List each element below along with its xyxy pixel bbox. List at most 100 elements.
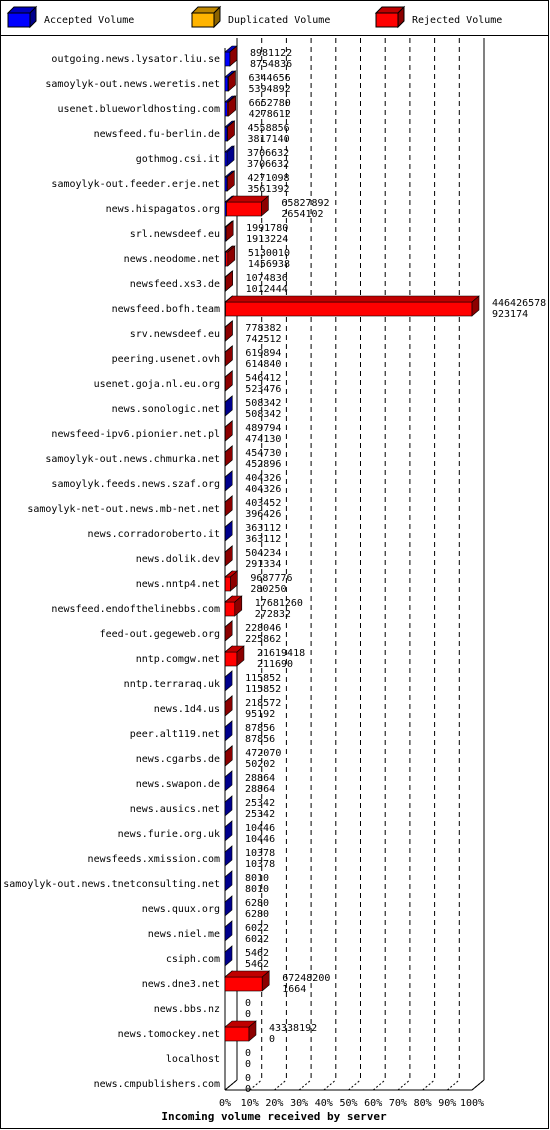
value-label: 28864 (245, 784, 275, 795)
y-tick-label: usenet.goja.nl.eu.org (94, 379, 220, 390)
value-label: 546412 (245, 373, 281, 384)
value-label: 396426 (245, 509, 281, 520)
legend-label: Accepted Volume (44, 15, 134, 26)
bar-accepted-face (224, 101, 228, 117)
bar-rejected-face (224, 651, 238, 667)
bar-rejected (224, 370, 234, 392)
bar-accepted-face (224, 920, 233, 942)
y-tick-label: feed-out.gegeweb.org (100, 629, 220, 640)
y-tick-label: srv.newsdeef.eu (130, 329, 220, 340)
y-tick-label: newsfeed.endofthelinebbs.com (51, 604, 220, 615)
x-axis-title: Incoming volume received by server (161, 1110, 387, 1123)
legend-swatch-side (29, 5, 37, 29)
x-tick-label: 80% (414, 1098, 432, 1109)
value-label: 0 (245, 1073, 251, 1084)
value-label: 508342 (245, 409, 281, 420)
value-label: 8010 (245, 884, 269, 895)
bar-rejected-face (224, 420, 233, 442)
y-tick-label: csiph.com (166, 954, 220, 965)
y-tick-label: news.dne3.net (142, 979, 220, 990)
value-label: 0 (269, 1034, 275, 1045)
value-label: 25342 (245, 798, 275, 809)
value-label: 87856 (245, 734, 275, 745)
legend-swatch (7, 12, 31, 28)
bar-rejected-face (224, 745, 233, 767)
bar-rejected-face (229, 45, 238, 67)
bar-rejected (225, 195, 270, 217)
bar-rejected-face (234, 595, 243, 617)
bar-accepted-face (224, 470, 233, 492)
value-label: 472070 (245, 748, 281, 759)
value-label: 0 (245, 998, 251, 1009)
y-tick-label: samoylyk-out.news.tnetconsulting.net (3, 879, 220, 890)
bar-accepted (224, 720, 233, 742)
value-label: 1456938 (248, 259, 290, 270)
y-tick-label: nntp.comgw.net (136, 654, 220, 665)
bar-rejected (224, 495, 234, 517)
tick-mark (274, 1079, 287, 1091)
bar-accepted (224, 470, 234, 492)
y-tick-label: news.cgarbs.de (136, 754, 220, 765)
tick-mark (224, 1079, 238, 1091)
legend-swatch-side (213, 5, 221, 29)
y-tick-label: outgoing.news.lysator.liu.se (51, 54, 220, 65)
x-tick-label: 90% (438, 1098, 456, 1109)
x-tick-label: 70% (389, 1098, 407, 1109)
y-tick-label: peering.usenet.ovh (112, 354, 220, 365)
bar-rejected-face (224, 295, 480, 303)
bar-rejected-face (227, 245, 236, 267)
value-label: 10446 (245, 823, 275, 834)
value-label: 489794 (245, 423, 281, 434)
value-label: 5462 (245, 959, 269, 970)
value-label: 778382 (245, 323, 281, 334)
value-label: 8010 (245, 873, 269, 884)
y-tick-label: samoylyk.feeds.news.szaf.org (51, 479, 220, 490)
bar-rejected-face (471, 295, 480, 317)
value-label: 4558856 (248, 123, 290, 134)
value-label: 6344656 (249, 73, 291, 84)
bar-accepted-face (224, 670, 233, 692)
value-label: 280250 (250, 584, 286, 595)
y-tick-label: news.sonologic.net (112, 404, 220, 415)
bar-rejected-face (225, 320, 233, 342)
bar-accepted-face (224, 870, 233, 892)
value-label: 742512 (245, 334, 281, 345)
bar-rejected (224, 1020, 257, 1042)
bar-accepted (224, 395, 234, 417)
y-tick-label: news.1d4.us (154, 704, 220, 715)
bar-rejected-face (225, 220, 234, 242)
legend-label: Rejected Volume (412, 15, 502, 26)
y-tick-label: samoylyk-out.news.weretis.net (45, 79, 220, 90)
bar-accepted (224, 795, 233, 817)
value-label: 1913224 (246, 234, 288, 245)
x-tick-label: 40% (315, 1098, 333, 1109)
value-label: 291334 (245, 559, 281, 570)
y-tick-label: srl.newsdeef.eu (130, 229, 220, 240)
bar-accepted-face (224, 795, 233, 817)
value-label: 115852 (245, 684, 281, 695)
tick-mark (249, 1079, 263, 1091)
bar-rejected-face (224, 576, 231, 592)
bar-rejected (226, 170, 236, 192)
bar-rejected (229, 45, 238, 67)
value-label: 6022 (245, 934, 269, 945)
value-label: 9687776 (250, 573, 292, 584)
bar-rejected (227, 70, 237, 92)
y-tick-label: news.bbs.nz (154, 1004, 220, 1015)
bar-rejected (224, 745, 234, 767)
tick-mark (372, 1079, 386, 1091)
value-label: 50202 (245, 759, 275, 770)
bar-accepted-face (224, 126, 228, 142)
value-label: 225862 (245, 634, 281, 645)
y-tick-label: news.tomockey.net (118, 1029, 220, 1040)
value-label: 17681260 (255, 598, 303, 609)
bar-rejected (225, 220, 234, 242)
bar-rejected (226, 120, 236, 142)
value-label: 923174 (492, 309, 528, 320)
value-label: 95192 (245, 709, 275, 720)
value-label: 8981122 (250, 48, 292, 59)
x-tick-label: 60% (364, 1098, 382, 1109)
bar-accepted (224, 870, 233, 892)
bar-accepted-face (224, 151, 228, 167)
x-tick-label: 50% (339, 1098, 357, 1109)
